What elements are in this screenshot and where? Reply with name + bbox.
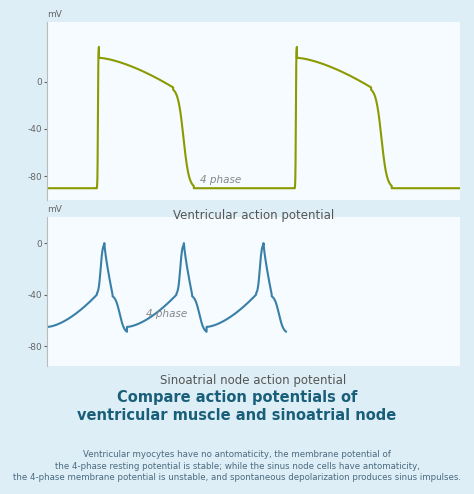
Text: 4 phase: 4 phase — [146, 309, 188, 319]
Text: mV: mV — [47, 206, 62, 214]
Text: Ventricular action potential: Ventricular action potential — [173, 209, 334, 222]
Text: Ventricular myocytes have no antomaticity, the membrane potential of
the 4-phase: Ventricular myocytes have no antomaticit… — [13, 450, 461, 483]
Text: 4 phase: 4 phase — [200, 175, 241, 185]
Text: Compare action potentials of
ventricular muscle and sinoatrial node: Compare action potentials of ventricular… — [77, 389, 397, 423]
Text: Sinoatrial node action potential: Sinoatrial node action potential — [161, 374, 346, 387]
Text: mV: mV — [47, 10, 62, 19]
